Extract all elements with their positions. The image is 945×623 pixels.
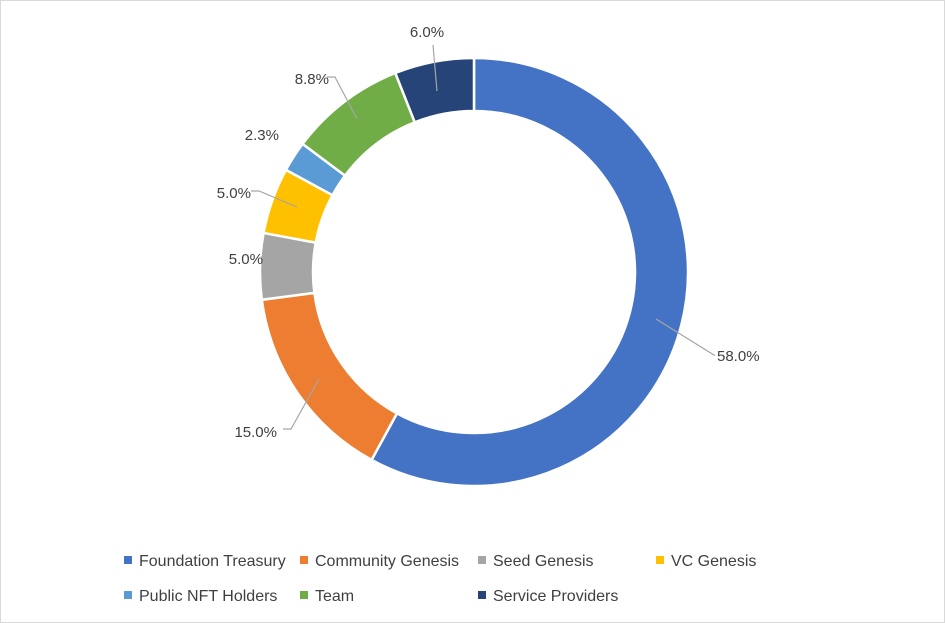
legend-swatch-seed-genesis bbox=[478, 556, 486, 564]
donut-slices bbox=[258, 56, 690, 488]
legend-item-public-nft-holders[interactable]: Public NFT Holders bbox=[124, 588, 277, 605]
data-label-public-nft-holders: 2.3% bbox=[245, 127, 279, 144]
legend-swatch-service-providers bbox=[478, 591, 486, 599]
legend-label-vc-genesis: VC Genesis bbox=[671, 553, 756, 570]
legend-swatch-public-nft-holders bbox=[124, 591, 132, 599]
legend-item-community-genesis[interactable]: Community Genesis bbox=[300, 553, 459, 570]
legend-label-foundation-treasury: Foundation Treasury bbox=[139, 553, 286, 570]
data-label-vc-genesis: 5.0% bbox=[217, 185, 251, 202]
slice-service-providers[interactable] bbox=[393, 56, 476, 124]
legend-item-vc-genesis[interactable]: VC Genesis bbox=[656, 553, 756, 570]
data-label-team: 8.8% bbox=[295, 71, 329, 88]
data-label-service-providers: 6.0% bbox=[410, 24, 444, 41]
legend-label-team: Team bbox=[315, 588, 354, 605]
leader-lines bbox=[251, 44, 715, 430]
slice-seed-genesis[interactable] bbox=[258, 231, 318, 302]
legend-item-seed-genesis[interactable]: Seed Genesis bbox=[478, 553, 594, 570]
leader-line-vc-genesis bbox=[251, 190, 298, 208]
legend-label-community-genesis: Community Genesis bbox=[315, 553, 459, 570]
legend-item-foundation-treasury[interactable]: Foundation Treasury bbox=[124, 553, 286, 570]
legend-swatch-foundation-treasury bbox=[124, 556, 132, 564]
data-label-foundation-treasury: 58.0% bbox=[717, 348, 760, 365]
legend: Foundation Treasury Community Genesis Seed… bbox=[124, 553, 756, 605]
leader-line-foundation-treasury bbox=[655, 318, 715, 356]
leader-line-service-providers bbox=[432, 44, 438, 92]
leader-line-community-genesis bbox=[283, 378, 320, 430]
legend-label-public-nft-holders: Public NFT Holders bbox=[139, 588, 277, 605]
legend-item-service-providers[interactable]: Service Providers bbox=[478, 588, 618, 605]
leader-line-seed-genesis bbox=[261, 256, 298, 262]
slice-foundation-treasury[interactable] bbox=[369, 56, 690, 488]
legend-item-team[interactable]: Team bbox=[300, 588, 354, 605]
legend-swatch-team bbox=[300, 591, 308, 599]
data-label-community-genesis: 15.0% bbox=[234, 424, 277, 441]
legend-swatch-community-genesis bbox=[300, 556, 308, 564]
legend-label-service-providers: Service Providers bbox=[493, 588, 618, 605]
legend-swatch-vc-genesis bbox=[656, 556, 664, 564]
leader-line-team bbox=[327, 76, 358, 120]
legend-label-seed-genesis: Seed Genesis bbox=[493, 553, 594, 570]
slice-community-genesis[interactable] bbox=[260, 291, 399, 462]
data-labels: 58.0% 15.0% 5.0% 5.0% 2.3% 8.8% 6.0% bbox=[217, 24, 760, 441]
data-label-seed-genesis: 5.0% bbox=[229, 251, 263, 268]
